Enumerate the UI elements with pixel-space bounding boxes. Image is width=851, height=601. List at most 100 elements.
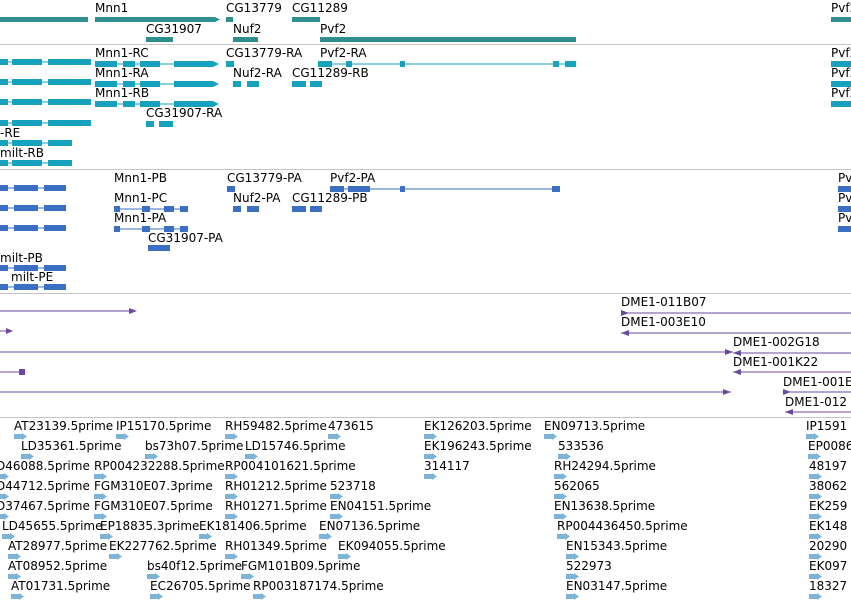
est-feature[interactable]: EK094055.5prime: [338, 539, 468, 561]
est-feature[interactable]: EN09713.5prime: [544, 419, 674, 441]
est-feature[interactable]: RP003187174.5prime: [253, 579, 384, 601]
transcript-feature[interactable]: Nuf2-RA: [233, 66, 293, 88]
est-feature[interactable]: FGM310E07.5prime: [94, 499, 224, 521]
transcript-feature[interactable]: Mnn1-RB: [95, 86, 220, 108]
est-feature[interactable]: EK259: [809, 499, 851, 521]
est-feature[interactable]: D46088.5prime: [0, 459, 126, 481]
gene-feature[interactable]: Nuf2: [233, 22, 273, 43]
clone-feature[interactable]: [0, 388, 736, 396]
gene-feature[interactable]: CG13779: [226, 1, 288, 22]
est-feature[interactable]: RH01212.5prime: [225, 479, 355, 501]
est-feature[interactable]: RP004101621.5prime: [225, 459, 356, 481]
gene-feature[interactable]: Mnn1: [95, 1, 220, 22]
clone-feature[interactable]: DME1-001E: [783, 375, 851, 397]
est-feature[interactable]: LD45655.5prime: [2, 519, 132, 541]
est-feature[interactable]: AT08952.5prime: [8, 559, 138, 581]
transcript-feature[interactable]: [0, 57, 95, 67]
transcript-feature[interactable]: Pvf2-RA: [318, 46, 580, 68]
est-feature[interactable]: EC26705.5prime: [150, 579, 280, 601]
gene-feature[interactable]: CG31907: [146, 22, 216, 43]
est-feature[interactable]: RH24294.5prime: [554, 459, 684, 481]
est-feature[interactable]: FGM101B09.5prime: [241, 559, 371, 581]
clone-feature[interactable]: DME1-011B07: [621, 295, 851, 317]
est-feature[interactable]: RP004436450.5prime: [557, 519, 688, 541]
transcript-feature[interactable]: Mnn1-PA: [114, 211, 194, 233]
transcript-feature[interactable]: CG11289-PB: [292, 191, 382, 213]
transcript-feature[interactable]: milt-PE: [0, 270, 70, 292]
clone-feature[interactable]: [0, 348, 740, 356]
transcript-feature[interactable]: CG11289-RB: [292, 66, 382, 88]
est-feature[interactable]: EP18835.3prime: [100, 519, 230, 541]
transcript-feature[interactable]: Nuf2-PA: [233, 191, 293, 213]
est-feature[interactable]: 562065: [554, 479, 684, 501]
est-feature[interactable]: bs73h07.5prime: [145, 439, 275, 461]
clone-feature[interactable]: [0, 307, 140, 315]
clone-feature[interactable]: DME1-012: [785, 395, 851, 417]
transcript-feature[interactable]: Pv: [838, 191, 851, 213]
transcript-feature[interactable]: Pvf2: [831, 86, 851, 108]
transcript-feature[interactable]: [0, 97, 95, 107]
transcript-feature[interactable]: milt-PB: [0, 251, 70, 273]
est-feature[interactable]: IP1591: [806, 419, 851, 441]
transcript-feature[interactable]: -RE: [0, 126, 95, 148]
transcript-feature[interactable]: CG31907-RA: [146, 106, 236, 128]
gene-feature[interactable]: Pvf2: [831, 1, 851, 22]
transcript-feature[interactable]: Pv: [838, 171, 851, 193]
gene-feature[interactable]: [0, 4, 88, 22]
est-feature[interactable]: RH59482.5prime: [225, 419, 355, 441]
transcript-feature[interactable]: Mnn1-PC: [114, 191, 194, 213]
transcript-feature[interactable]: Pvf2: [831, 46, 851, 68]
transcript-feature[interactable]: CG31907-PA: [148, 231, 238, 253]
clone-feature[interactable]: DME1-003E10: [621, 315, 851, 337]
est-feature[interactable]: D44712.5prime: [0, 479, 126, 501]
est-feature[interactable]: EN03147.5prime: [566, 579, 696, 601]
est-feature[interactable]: 533536: [558, 439, 688, 461]
est-feature[interactable]: EK181406.5prime: [199, 519, 329, 541]
est-feature[interactable]: RH01271.5prime: [225, 499, 355, 521]
est-feature[interactable]: EK227762.5prime: [109, 539, 239, 561]
est-feature[interactable]: LD35361.5prime: [21, 439, 151, 461]
est-feature[interactable]: AT01731.5prime: [11, 579, 141, 601]
transcript-feature[interactable]: Pvf2-PA: [330, 171, 565, 193]
transcript-feature[interactable]: Mnn1-RC: [95, 46, 220, 68]
est-feature[interactable]: FGM310E07.3prime: [94, 479, 224, 501]
est-feature[interactable]: 48197: [809, 459, 851, 481]
est-feature[interactable]: EN04151.5prime: [330, 499, 460, 521]
clone-feature[interactable]: DME1-001K22: [733, 355, 851, 377]
clone-feature[interactable]: [0, 327, 14, 335]
est-feature[interactable]: EK126203.5prime: [424, 419, 554, 441]
transcript-feature[interactable]: Pv: [838, 211, 851, 233]
clone-feature[interactable]: [0, 368, 28, 376]
transcript-feature[interactable]: [0, 77, 95, 87]
est-feature[interactable]: IP15170.5prime: [116, 419, 246, 441]
est-feature[interactable]: 38062: [809, 479, 851, 501]
transcript-feature[interactable]: [0, 183, 70, 193]
gene-feature[interactable]: CG11289: [292, 1, 362, 22]
est-feature[interactable]: RP004232288.5prime: [94, 459, 225, 481]
transcript-feature[interactable]: [0, 223, 70, 233]
est-feature[interactable]: EN15343.5prime: [566, 539, 696, 561]
est-feature[interactable]: AT23139.5prime: [14, 419, 144, 441]
est-feature[interactable]: EN13638.5prime: [554, 499, 684, 521]
est-feature[interactable]: EK097: [809, 559, 851, 581]
est-feature[interactable]: LD15746.5prime: [245, 439, 375, 461]
est-feature[interactable]: 18327: [809, 579, 851, 601]
est-feature[interactable]: D37467.5prime: [0, 499, 126, 521]
est-feature[interactable]: 522973: [566, 559, 696, 581]
est-feature[interactable]: EK196243.5prime: [424, 439, 554, 461]
est-feature[interactable]: 20290: [809, 539, 851, 561]
est-feature[interactable]: RH01349.5prime: [225, 539, 355, 561]
transcript-feature[interactable]: [0, 203, 70, 213]
est-feature[interactable]: EK148: [809, 519, 851, 541]
transcript-feature[interactable]: CG13779-PA: [227, 171, 317, 193]
est-feature[interactable]: EN07136.5prime: [319, 519, 449, 541]
est-feature[interactable]: 473615: [328, 419, 458, 441]
transcript-feature[interactable]: [0, 116, 95, 128]
transcript-feature[interactable]: Pvf2: [831, 66, 851, 88]
gene-feature[interactable]: Pvf2: [320, 22, 580, 43]
est-feature[interactable]: AT28977.5prime: [8, 539, 138, 561]
clone-feature[interactable]: DME1-002G18: [733, 335, 851, 357]
transcript-feature[interactable]: Mnn1-PB: [114, 171, 184, 193]
est-feature[interactable]: bs40f12.5prime: [147, 559, 277, 581]
transcript-feature[interactable]: CG13779-RA: [226, 46, 314, 68]
